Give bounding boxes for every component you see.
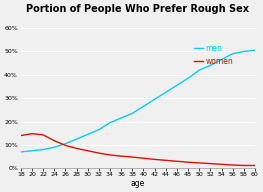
Legend: men, women: men, women [193, 43, 234, 66]
Title: Portion of People Who Prefer Rough Sex: Portion of People Who Prefer Rough Sex [26, 4, 249, 14]
X-axis label: age: age [131, 179, 145, 188]
